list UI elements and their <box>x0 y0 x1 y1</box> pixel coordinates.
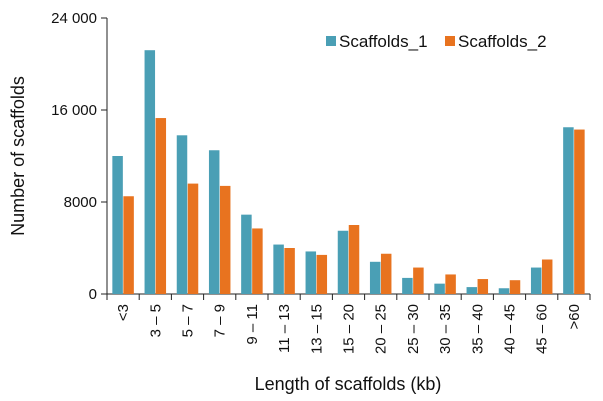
bar-scaffolds-2-13 <box>541 259 553 294</box>
x-tick-label: 40 – 45 <box>502 304 519 354</box>
x-tick-label: 35 – 40 <box>469 304 486 354</box>
bar-scaffolds-2-10 <box>445 274 456 294</box>
bar-scaffolds-1-10 <box>434 283 445 294</box>
bar-scaffolds-1-14 <box>563 127 574 294</box>
x-tick-label: 30 – 35 <box>437 304 454 354</box>
bar-scaffolds-1-7 <box>337 230 349 294</box>
x-tick-label: 15 – 20 <box>341 304 358 354</box>
bar-scaffolds-1-2 <box>176 135 188 294</box>
x-tick-label: <3 <box>115 304 132 321</box>
legend-label: Scaffolds_1 <box>339 32 428 51</box>
bar-scaffolds-2-9 <box>413 267 424 294</box>
bar-scaffolds-2-5 <box>284 248 295 294</box>
y-axis: 0 8000 16 000 24 000 <box>51 10 108 303</box>
legend: Scaffolds_1 Scaffolds_2 <box>326 32 547 51</box>
bar-scaffolds-1-8 <box>369 261 381 294</box>
x-tick-label: 3 – 5 <box>147 304 164 337</box>
x-tick-label: 5 – 7 <box>180 304 197 337</box>
x-axis-title: Length of scaffolds (kb) <box>255 374 442 394</box>
x-tick-label: >60 <box>566 304 583 329</box>
bar-scaffolds-2-1 <box>155 118 167 294</box>
x-tick-label: 9 – 11 <box>244 304 261 345</box>
bar-scaffolds-2-14 <box>574 129 585 294</box>
x-axis: <3 3 – 5 5 – 7 7 – 9 9 – 11 11 – 13 13 – 15 15 … <box>106 293 591 354</box>
bar-scaffolds-1-9 <box>402 277 413 294</box>
bar-scaffolds-1-12 <box>498 288 510 294</box>
bar-scaffolds-1-11 <box>466 287 478 294</box>
bar-scaffolds-1-13 <box>530 267 542 294</box>
bar-scaffolds-2-8 <box>380 253 392 294</box>
x-tick-label: 45 – 60 <box>534 304 551 354</box>
x-tick-label: 13 – 15 <box>308 304 325 354</box>
y-tick-label: 16 000 <box>51 102 97 119</box>
bar-scaffolds-2-0 <box>123 196 134 294</box>
bar-scaffolds-1-3 <box>208 150 220 294</box>
y-tick-label: 8000 <box>64 194 97 211</box>
y-tick-label: 24 000 <box>51 10 97 27</box>
bar-scaffolds-1-4 <box>241 214 252 294</box>
bar-scaffolds-1-1 <box>144 50 156 295</box>
x-tick-label: 20 – 25 <box>373 304 390 354</box>
bar-scaffolds-2-7 <box>348 225 360 294</box>
bar-scaffolds-1-5 <box>273 244 284 294</box>
bar-scaffolds-2-4 <box>252 228 263 294</box>
bar-scaffolds-1-0 <box>112 156 123 294</box>
x-tick-label: 7 – 9 <box>212 304 229 337</box>
bar-scaffolds-2-12 <box>509 280 521 294</box>
legend-swatch <box>445 36 455 46</box>
bar-scaffolds-2-11 <box>477 279 489 294</box>
x-tick-label: 25 – 30 <box>405 304 422 354</box>
bars <box>112 50 585 295</box>
bar-scaffolds-1-6 <box>305 251 317 294</box>
legend-swatch <box>326 36 336 46</box>
legend-label: Scaffolds_2 <box>458 32 547 51</box>
bar-scaffolds-2-3 <box>219 185 231 294</box>
y-tick-label: 0 <box>89 286 97 303</box>
x-tick-label: 11 – 13 <box>276 304 293 353</box>
y-axis-title: Number of scaffolds <box>8 76 28 236</box>
bar-scaffolds-2-6 <box>316 254 328 294</box>
bar-scaffolds-2-2 <box>187 183 199 294</box>
